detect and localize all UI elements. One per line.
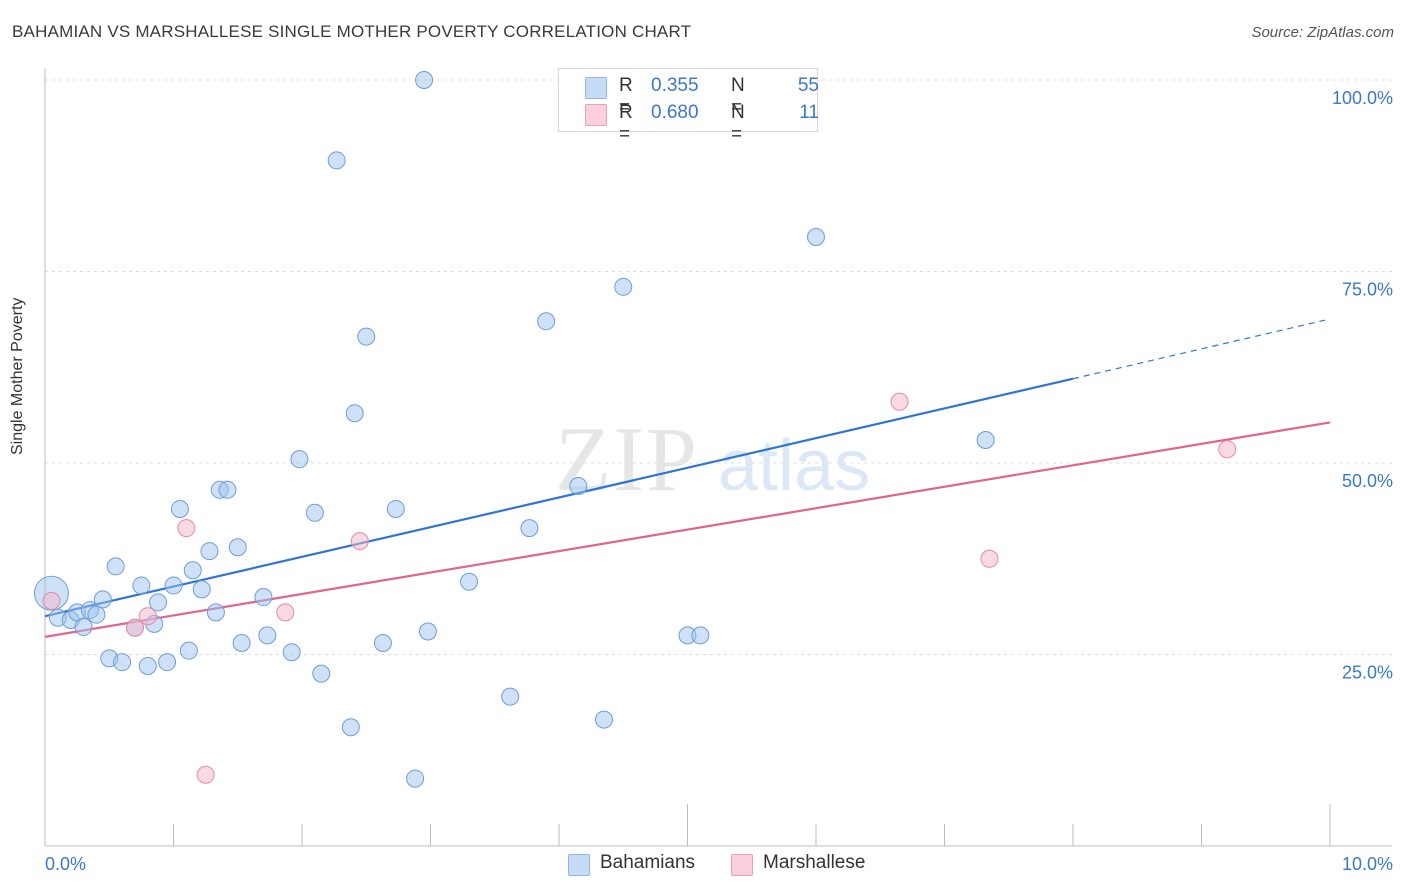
point-bahamians bbox=[149, 593, 168, 612]
gridlines bbox=[45, 79, 1392, 655]
point-bahamians bbox=[254, 588, 273, 607]
point-bahamians bbox=[415, 71, 434, 89]
point-bahamians bbox=[183, 561, 202, 580]
legend-swatch-bahamians bbox=[585, 77, 607, 99]
y-tick-label: 75.0% bbox=[1342, 280, 1393, 300]
watermark-atlas: atlas bbox=[718, 426, 870, 506]
point-bahamians bbox=[460, 572, 479, 591]
point-marshallese bbox=[177, 519, 196, 538]
marshallese-label: Marshallese bbox=[763, 852, 866, 873]
y-tick-label: 100.0% bbox=[1332, 88, 1393, 108]
point-bahamians bbox=[170, 499, 189, 518]
watermark: ZIP atlas bbox=[555, 408, 870, 510]
legend-n-label: N = bbox=[731, 75, 745, 118]
point-bahamians bbox=[357, 327, 376, 346]
point-bahamians bbox=[106, 557, 125, 576]
legend-r-label: R = bbox=[619, 75, 633, 118]
point-bahamians bbox=[537, 312, 556, 331]
point-marshallese bbox=[42, 591, 61, 610]
legend-n-value: 55 bbox=[797, 75, 819, 96]
y-tick-label: 50.0% bbox=[1342, 471, 1393, 491]
legend-n-value: 11 bbox=[799, 102, 819, 123]
y-axis-label: Single Mother Poverty bbox=[9, 297, 26, 455]
point-marshallese bbox=[350, 532, 369, 551]
point-bahamians bbox=[312, 664, 331, 683]
point-bahamians bbox=[138, 656, 157, 675]
point-bahamians bbox=[386, 499, 405, 518]
correlation-legend: R = 0.355 N = 55 R = 0.680 N = 11 bbox=[558, 68, 819, 145]
point-bahamians bbox=[258, 626, 277, 645]
x-tick-label: 0.0% bbox=[45, 854, 86, 874]
point-bahamians bbox=[232, 634, 251, 653]
point-bahamians bbox=[418, 622, 437, 641]
point-bahamians bbox=[327, 151, 346, 170]
point-bahamians bbox=[93, 590, 112, 609]
point-bahamians bbox=[594, 710, 613, 729]
point-bahamians bbox=[341, 718, 360, 737]
point-bahamians bbox=[345, 404, 364, 423]
point-bahamians bbox=[200, 542, 219, 561]
y-tick-label: 25.0% bbox=[1342, 663, 1393, 683]
point-bahamians bbox=[373, 634, 392, 653]
tick-labels: 25.0% 50.0% 75.0% 100.0% 0.0% 10.0% bbox=[45, 88, 1393, 874]
point-bahamians bbox=[569, 476, 588, 495]
legend-r-label: R = bbox=[619, 102, 633, 145]
point-bahamians bbox=[406, 769, 425, 788]
point-marshallese bbox=[138, 607, 157, 626]
x-tick-label: 10.0% bbox=[1342, 854, 1393, 874]
axes bbox=[44, 68, 1392, 847]
data-points bbox=[33, 71, 1237, 788]
point-bahamians bbox=[290, 450, 309, 469]
point-bahamians bbox=[179, 641, 198, 660]
point-marshallese bbox=[890, 392, 909, 411]
source-credit: Source: ZipAtlas.com bbox=[1251, 24, 1394, 41]
point-bahamians bbox=[87, 605, 106, 624]
point-bahamians bbox=[164, 576, 183, 595]
bahamians-swatch bbox=[568, 854, 590, 876]
point-bahamians bbox=[501, 687, 520, 706]
trend-extension-bahamians bbox=[1072, 318, 1331, 380]
point-marshallese bbox=[1218, 440, 1237, 459]
chart-title: BAHAMIAN VS MARSHALLESE SINGLE MOTHER PO… bbox=[12, 22, 692, 41]
marshallese-swatch bbox=[731, 854, 753, 876]
legend-r-value: 0.680 bbox=[651, 102, 699, 123]
point-bahamians bbox=[228, 538, 247, 557]
point-bahamians bbox=[976, 431, 995, 450]
point-marshallese bbox=[196, 765, 215, 784]
point-marshallese bbox=[276, 603, 295, 622]
point-bahamians bbox=[614, 277, 633, 296]
legend-swatch-marshallese bbox=[585, 104, 607, 126]
point-bahamians bbox=[206, 603, 225, 622]
point-bahamians bbox=[282, 643, 301, 662]
point-marshallese bbox=[125, 618, 144, 637]
point-bahamians bbox=[113, 653, 132, 672]
bahamians-label: Bahamians bbox=[600, 852, 696, 873]
point-bahamians bbox=[74, 617, 93, 636]
point-bahamians bbox=[158, 653, 177, 672]
point-bahamians bbox=[520, 519, 539, 538]
legend-n-label: N = bbox=[731, 102, 745, 145]
legend-r-value: 0.355 bbox=[651, 75, 699, 96]
point-bahamians bbox=[807, 228, 825, 247]
point-bahamians bbox=[218, 480, 237, 499]
trend-line-bahamians bbox=[44, 377, 1074, 618]
point-bahamians bbox=[691, 626, 710, 645]
point-bahamians bbox=[192, 580, 211, 599]
point-bahamians bbox=[305, 503, 324, 522]
point-marshallese bbox=[980, 549, 999, 568]
point-bahamians bbox=[132, 576, 151, 595]
